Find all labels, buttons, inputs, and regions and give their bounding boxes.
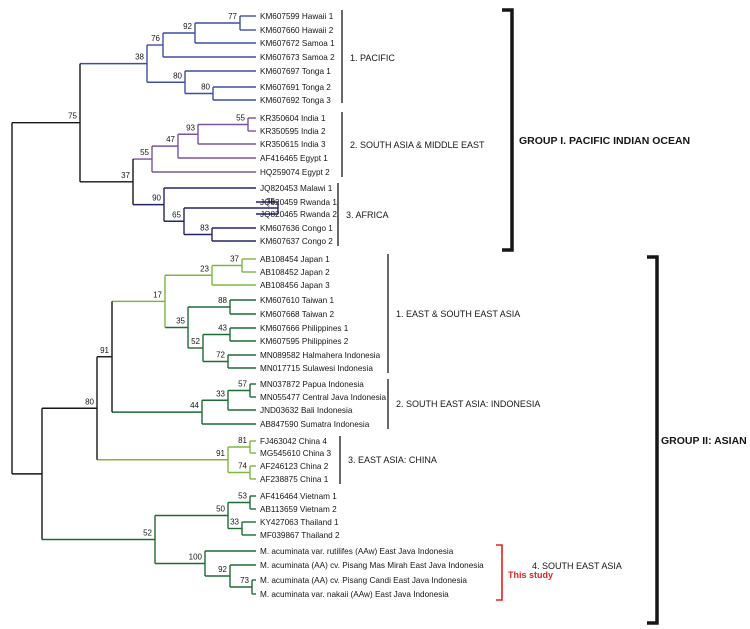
this-study-bracket <box>496 544 503 601</box>
taxon-label: KR350604 India 1 <box>260 114 326 123</box>
bootstrap-value: 37 <box>121 171 130 180</box>
bootstrap-value: 75 <box>266 197 275 206</box>
taxon-label: AB113659 Vietnam 2 <box>260 505 337 514</box>
taxon-label: AB847590 Sumatra Indonesia <box>260 420 370 429</box>
bootstrap-value: 52 <box>143 529 152 538</box>
taxon-label: AB108454 Japan 1 <box>260 255 330 264</box>
taxon-label: MG545610 China 3 <box>260 449 331 458</box>
clade-label-east-southeast-asia: 1. EAST & SOUTH EAST ASIA <box>396 309 520 319</box>
this-study-label: This study <box>508 570 553 580</box>
bootstrap-value: 17 <box>153 290 162 299</box>
bootstrap-value: 81 <box>238 436 247 445</box>
bootstrap-value: 33 <box>216 389 225 398</box>
taxon-label: HQ259074 Egypt 2 <box>260 168 330 177</box>
taxon-label: AB108452 Japan 2 <box>260 268 330 277</box>
taxon-label: KM607595 Philippines 2 <box>260 337 349 346</box>
clade-label-africa: 3. AFRICA <box>346 210 389 220</box>
taxon-label: AF416464 Vietnam 1 <box>260 492 337 501</box>
taxon-label: JQ820459 Rwanda 1 <box>260 198 337 207</box>
bootstrap-value: 65 <box>172 210 181 219</box>
bootstrap-value: 33 <box>230 518 239 527</box>
group2-bracket-label: GROUP II: ASIAN <box>661 435 747 447</box>
taxon-label: KR350595 India 2 <box>260 127 326 136</box>
taxon-label: KY427063 Thailand 1 <box>260 518 339 527</box>
taxon-label: KM607636 Congo 1 <box>260 224 333 233</box>
group1-bracket <box>502 8 514 252</box>
taxon-label: M. acuminata (AA) cv. Pisang Mas Mirah E… <box>260 561 484 570</box>
taxon-label: KM607599 Hawaii 1 <box>260 12 334 21</box>
taxon-label: JND03632 Bali Indonesia <box>260 406 353 415</box>
bootstrap-value: 55 <box>140 148 149 157</box>
bootstrap-value: 91 <box>100 346 109 355</box>
taxon-label: KM607610 Taiwan 1 <box>260 296 334 305</box>
clade-label-east-asia-china: 3. EAST ASIA: CHINA <box>348 455 437 465</box>
bootstrap-value: 38 <box>135 53 144 62</box>
bootstrap-value: 74 <box>238 462 247 471</box>
bootstrap-value: 55 <box>236 114 245 123</box>
bootstrap-value: 35 <box>176 317 185 326</box>
taxon-label: MN055477 Central Java Indonesia <box>260 393 387 402</box>
taxon-label: M. acuminata (AA) cv. Pisang Candi East … <box>260 576 467 585</box>
taxon-label: AB108456 Japan 3 <box>260 281 330 290</box>
bootstrap-value: 90 <box>152 194 161 203</box>
bootstrap-value: 44 <box>190 401 199 410</box>
bootstrap-value: 80 <box>85 397 94 406</box>
taxon-label: M. acuminata var. nakaii (AAw) East Java… <box>260 590 449 599</box>
taxon-label: AF416465 Egypt 1 <box>260 154 328 163</box>
clade-label-southeast-asia-indonesia: 2. SOUTH EAST ASIA: INDONESIA <box>396 399 540 409</box>
bootstrap-value: 37 <box>230 255 239 264</box>
bootstrap-value: 92 <box>218 565 227 574</box>
taxon-label: KM607673 Samoa 2 <box>260 53 335 62</box>
taxon-label: AF238875 China 1 <box>260 475 329 484</box>
clade-label-pacific: 1. PACIFIC <box>350 53 395 63</box>
bootstrap-value: 91 <box>216 449 225 458</box>
bootstrap-value: 93 <box>186 123 195 132</box>
group1-bracket-label: GROUP I. PACIFIC INDIAN OCEAN <box>519 135 690 147</box>
bootstrap-value: 52 <box>191 337 200 346</box>
taxon-label: KM607672 Samoa 1 <box>260 39 335 48</box>
group2-bracket <box>647 255 659 625</box>
bootstrap-value: 72 <box>216 351 225 360</box>
bootstrap-value: 50 <box>216 505 225 514</box>
bootstrap-value: 57 <box>238 380 247 389</box>
bootstrap-value: 47 <box>166 135 175 144</box>
taxon-label: AF246123 China 2 <box>260 462 329 471</box>
bootstrap-value: 23 <box>200 264 209 273</box>
taxon-label: JQ820453 Malawi 1 <box>260 184 333 193</box>
taxon-label: KM607692 Tonga 3 <box>260 96 331 105</box>
bootstrap-value: 77 <box>228 12 237 21</box>
bootstrap-value: 76 <box>151 34 160 43</box>
bootstrap-value: 43 <box>218 324 227 333</box>
bootstrap-value: 80 <box>173 71 182 80</box>
taxon-label: JQ820465 Rwanda 2 <box>260 210 337 219</box>
taxon-label: M. acuminata var. rutilifes (AAw) East J… <box>260 547 454 556</box>
taxon-label: KM607660 Hawaii 2 <box>260 26 334 35</box>
taxon-label: KR350615 India 3 <box>260 140 326 149</box>
bootstrap-value: 53 <box>238 492 247 501</box>
taxon-label: KM607697 Tonga 1 <box>260 67 331 76</box>
taxon-label: KM607637 Congo 2 <box>260 237 333 246</box>
bootstrap-value: 83 <box>200 224 209 233</box>
taxon-label: KM607668 Taiwan 2 <box>260 310 334 319</box>
taxon-label: MN089582 Halmahera Indonesia <box>260 351 381 360</box>
taxon-label: MN037872 Papua Indonesia <box>260 380 364 389</box>
taxon-label: KM607691 Tonga 2 <box>260 83 331 92</box>
clade-label-south-asia-middle-east: 2. SOUTH ASIA & MIDDLE EAST <box>350 140 485 150</box>
bootstrap-value: 92 <box>183 22 192 31</box>
taxon-label: KM607666 Philippines 1 <box>260 324 349 333</box>
bootstrap-value: 88 <box>218 296 227 305</box>
bootstrap-value: 100 <box>189 553 203 562</box>
taxon-label: MN017715 Sulawesi Indonesia <box>260 364 373 373</box>
bootstrap-value: 73 <box>240 576 249 585</box>
clade-label-southeast-asia: 4. SOUTH EAST ASIA <box>532 561 622 571</box>
taxon-label: FJ463042 China 4 <box>260 437 327 446</box>
bootstrap-value: 75 <box>68 112 77 121</box>
bootstrap-value: 80 <box>201 83 210 92</box>
taxon-label: MF039867 Thailand 2 <box>260 531 340 540</box>
